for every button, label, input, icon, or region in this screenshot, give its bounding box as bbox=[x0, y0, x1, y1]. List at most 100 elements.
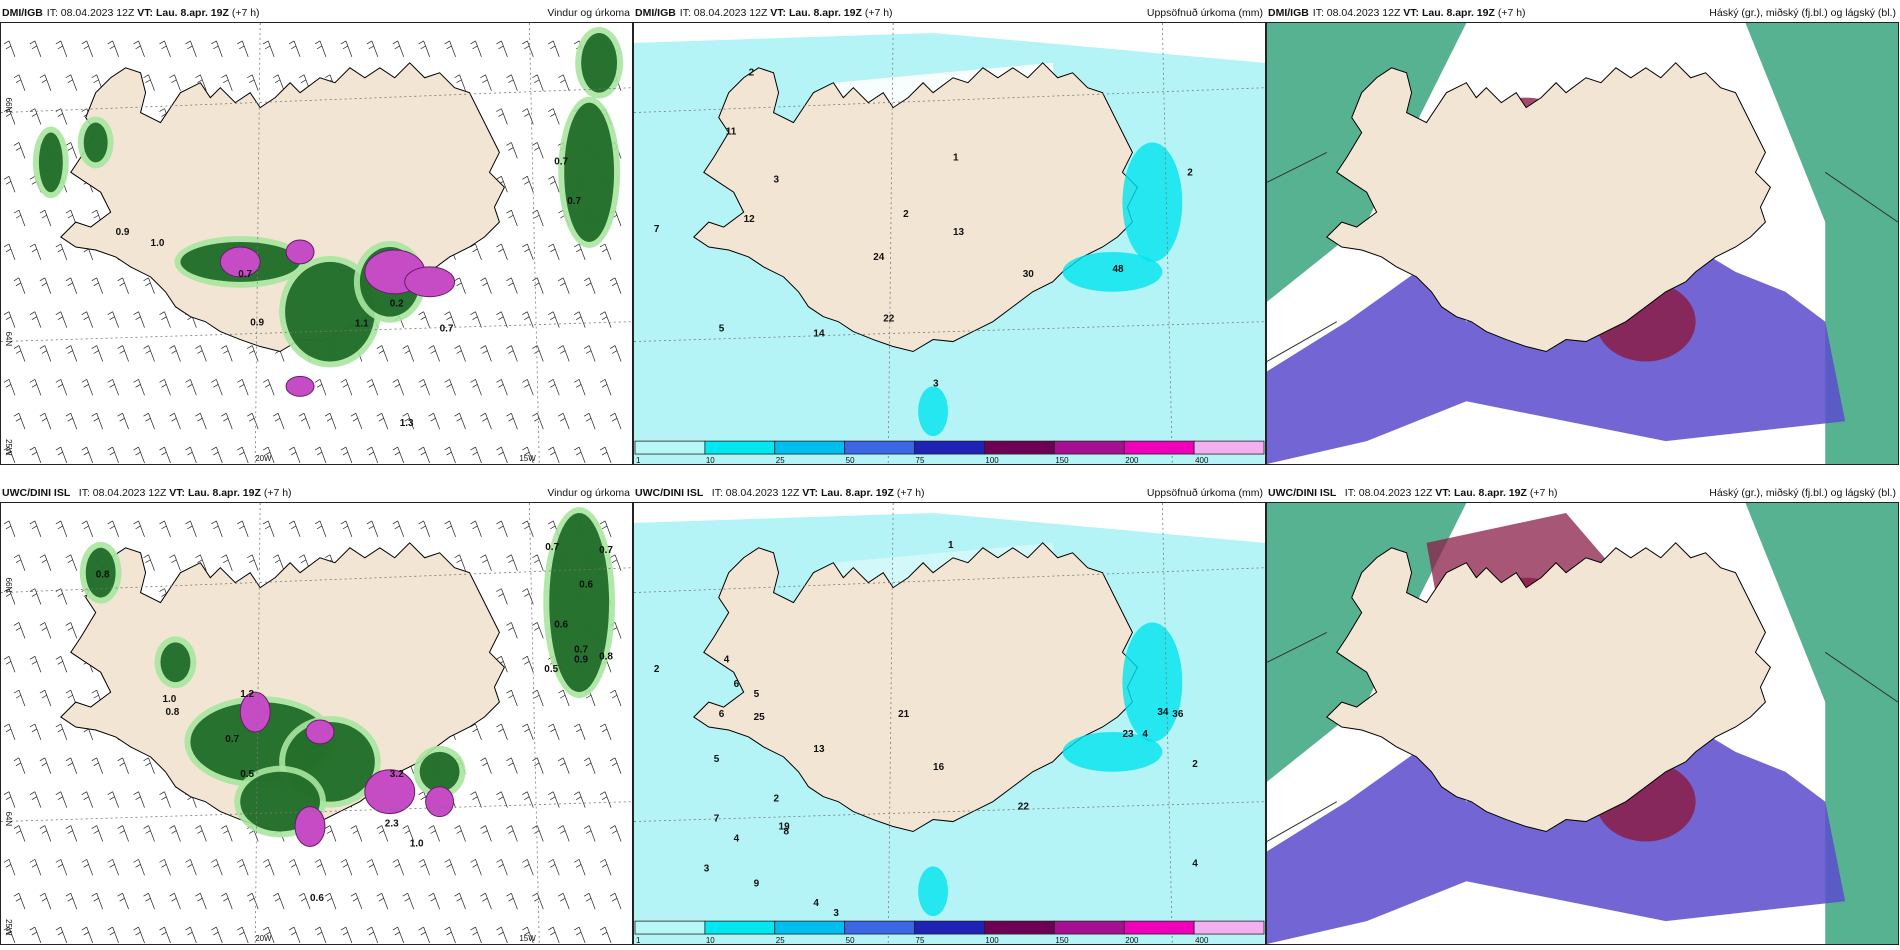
value-label: 5 bbox=[754, 689, 760, 700]
issue-time: IT: 08.04.2023 12Z VT: Lau. 8.apr. 19Z (… bbox=[46, 7, 260, 19]
value-label: 6 bbox=[734, 679, 740, 690]
iceland-land bbox=[693, 62, 1139, 353]
value-label: 2 bbox=[749, 68, 755, 79]
precip-legend: 1 10 25 50 75 100 150 200 400 bbox=[634, 920, 1265, 944]
map-wind-dmi[interactable]: 66N 64N 20W 15W 25W 0.7 0.7 0.9 1.0 0.9 0.7 0.2 1.1 0… bbox=[0, 22, 633, 465]
legend-swatch bbox=[774, 920, 846, 935]
lead-time: (+7 h) bbox=[1494, 7, 1526, 19]
graticule bbox=[1, 503, 632, 944]
value-label: 25 bbox=[754, 712, 766, 723]
panel-title: Vindur og úrkoma bbox=[547, 7, 630, 19]
lead-time: (+7 h) bbox=[861, 7, 893, 19]
value-label: 0.6 bbox=[310, 893, 324, 904]
panel-title: Háský (gr.), miðský (fj.bl.) og lágský (… bbox=[1709, 487, 1896, 499]
panel-title: Uppsöfnuð úrkoma (mm) bbox=[1146, 487, 1263, 499]
value-label: 22 bbox=[883, 314, 895, 325]
value-label: 2 bbox=[903, 209, 909, 220]
value-label: 2 bbox=[654, 664, 660, 675]
value-label: 2 bbox=[1187, 167, 1193, 178]
value-label: 0.9 bbox=[574, 654, 588, 665]
lat-label-64n: 64N bbox=[4, 812, 13, 827]
valid-time-label: VT: bbox=[770, 7, 789, 19]
lead-time: (+7 h) bbox=[260, 487, 292, 499]
issue-time: IT: 08.04.2023 12Z VT: Lau. 8.apr. 19Z (… bbox=[679, 7, 893, 19]
value-label: 34 bbox=[1157, 707, 1169, 718]
lat-label-66n: 66N bbox=[4, 578, 13, 593]
map-svg bbox=[1267, 503, 1898, 944]
legend-label: 10 bbox=[706, 936, 715, 944]
iceland-land bbox=[1326, 62, 1772, 353]
legend-label: 150 bbox=[1055, 936, 1069, 944]
lon-label-20w: 20W bbox=[255, 934, 272, 943]
precip-shading bbox=[79, 506, 616, 847]
panel-p4: UWC/DINI ISL IT: 08.04.2023 12Z VT: Lau.… bbox=[0, 480, 633, 945]
legend-label: 10 bbox=[706, 456, 715, 464]
value-label: 3 bbox=[933, 378, 939, 389]
value-label: 1.0 bbox=[162, 694, 176, 705]
region-lines bbox=[1267, 631, 1898, 842]
precip-core bbox=[918, 866, 949, 917]
value-label: 0.6 bbox=[554, 619, 568, 630]
panel-header: UWC/DINI ISL IT: 08.04.2023 12Z VT: Lau.… bbox=[1266, 480, 1899, 502]
model-name: UWC/DINI ISL bbox=[1268, 487, 1337, 499]
value-label: 13 bbox=[953, 227, 965, 238]
legend-label: 400 bbox=[1195, 456, 1209, 464]
panel-p2: DMI/IGB IT: 08.04.2023 12Z VT: Lau. 8.ap… bbox=[633, 0, 1266, 465]
valid-time: Lau. 8.apr. 19Z bbox=[155, 7, 229, 19]
value-label: 5 bbox=[714, 754, 720, 765]
valid-time: Lau. 8.apr. 19Z bbox=[1421, 7, 1495, 19]
precip-core bbox=[918, 386, 949, 437]
value-label: 13 bbox=[813, 744, 825, 755]
legend-label: 25 bbox=[776, 936, 785, 944]
legend-label: 400 bbox=[1195, 936, 1209, 944]
map-precip-dini[interactable]: 1 2 4 6 5 2 8 4 3 5 6 25 13 3 4 7 9 19 21 16 23 22 34 36 2 4 4 1 10 2… bbox=[633, 502, 1266, 945]
precip-core bbox=[1062, 731, 1163, 772]
value-label: 0.8 bbox=[96, 570, 110, 581]
iceland-land bbox=[693, 542, 1139, 833]
valid-time: Lau. 8.apr. 19Z bbox=[1453, 487, 1527, 499]
value-label: 11 bbox=[726, 126, 737, 137]
panel-p3: DMI/IGB IT: 08.04.2023 12Z VT: Lau. 8.ap… bbox=[1266, 0, 1899, 465]
panel-header: DMI/IGB IT: 08.04.2023 12Z VT: Lau. 8.ap… bbox=[0, 0, 633, 22]
panel-p6: UWC/DINI ISL IT: 08.04.2023 12Z VT: Lau.… bbox=[1266, 480, 1899, 945]
value-label: 0.9 bbox=[250, 318, 264, 329]
panel-title: Uppsöfnuð úrkoma (mm) bbox=[1146, 7, 1263, 19]
value-label: 21 bbox=[898, 709, 910, 720]
value-labels: 0.7 0.7 0.9 1.0 0.9 0.7 0.2 1.1 0.7 1.3 bbox=[116, 156, 582, 429]
lon-label-15w: 15W bbox=[519, 934, 536, 943]
value-label: 19 bbox=[779, 822, 791, 833]
value-label: 3 bbox=[774, 174, 780, 185]
map-cloud-dini[interactable] bbox=[1266, 502, 1899, 945]
map-wind-dini[interactable]: 66N 64N 20W 15W 25W 0.7 0.7 0.8 0.6 0.6 0.7 0.8 0.9 0… bbox=[0, 502, 633, 945]
value-label: 12 bbox=[744, 214, 756, 225]
value-label: 0.5 bbox=[544, 664, 558, 675]
value-label: 0.7 bbox=[574, 644, 588, 655]
lon-label-15w: 15W bbox=[519, 454, 536, 463]
map-precip-dmi[interactable]: 2 11 3 12 7 1 2 5 14 13 24 22 30 48 3 2 1 10 25 50 75 100 150 2… bbox=[633, 22, 1266, 465]
value-label: 3 bbox=[833, 908, 839, 919]
graticule bbox=[634, 23, 1265, 464]
precip-core bbox=[1122, 622, 1183, 742]
graticule bbox=[634, 503, 1265, 944]
value-label: 3 bbox=[704, 863, 710, 874]
lon-label-20w: 20W bbox=[255, 454, 272, 463]
value-label: 4 bbox=[734, 833, 740, 844]
legend-label: 50 bbox=[846, 456, 855, 464]
valid-time-label: VT: bbox=[1403, 7, 1422, 19]
value-label: 0.6 bbox=[579, 580, 593, 591]
value-label: 0.7 bbox=[599, 545, 613, 556]
value-label: 0.7 bbox=[554, 156, 568, 167]
lead-time: (+7 h) bbox=[228, 7, 260, 19]
value-label: 4 bbox=[724, 654, 730, 665]
value-label: 0.7 bbox=[440, 324, 454, 335]
map-cloud-dmi[interactable] bbox=[1266, 22, 1899, 465]
lat-label-66n: 66N bbox=[4, 98, 13, 113]
value-label: 24 bbox=[873, 252, 885, 263]
value-label: 22 bbox=[1018, 802, 1030, 813]
legend-swatch bbox=[1193, 920, 1265, 935]
value-label: 1.0 bbox=[410, 838, 424, 849]
